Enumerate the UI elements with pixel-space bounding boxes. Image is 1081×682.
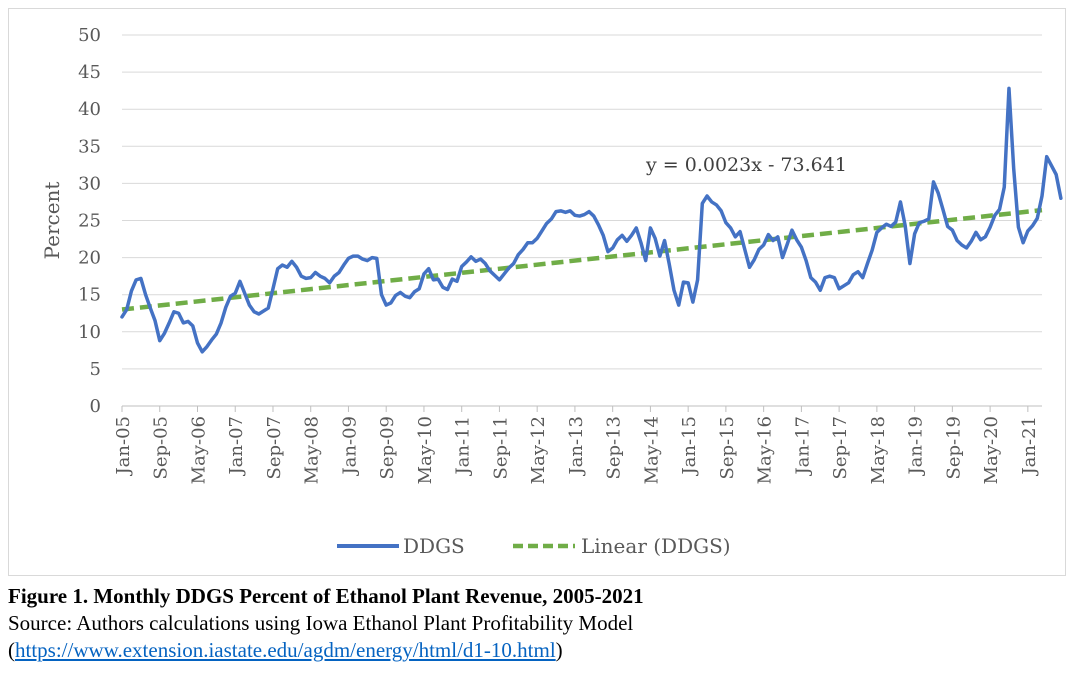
y-tick-label-0: 0 <box>90 396 101 417</box>
x-tick-label-May-18: May-18 <box>868 416 889 484</box>
x-tick-label-Jan-11: Jan-11 <box>453 416 474 477</box>
y-tick-label-10: 10 <box>78 322 101 343</box>
x-tick-label-Jan-09: Jan-09 <box>339 416 360 477</box>
x-tick-label-Jan-07: Jan-07 <box>226 416 247 477</box>
y-tick-label-35: 35 <box>78 136 101 157</box>
link-close-paren: ) <box>555 638 563 662</box>
x-tick-label-May-06: May-06 <box>188 416 209 484</box>
y-tick-label-40: 40 <box>78 99 101 120</box>
y-axis-title: Percent <box>40 182 64 260</box>
x-tick-label-Jan-19: Jan-19 <box>906 416 927 477</box>
caption-link-line: (https://www.extension.iastate.edu/agdm/… <box>8 637 1073 664</box>
y-tick-label-25: 25 <box>78 211 101 232</box>
y-tick-label-45: 45 <box>78 62 101 83</box>
line-chart: 0 5 10 15 20 25 30 35 40 45 50 Jan-05 Sep-05 May-06 Ja… <box>40 25 1063 558</box>
source-link[interactable]: https://www.extension.iastate.edu/agdm/e… <box>15 638 556 662</box>
legend-label-linear: Linear (DDGS) <box>581 534 731 558</box>
x-tick-label-May-12: May-12 <box>528 416 549 484</box>
x-tick-label-Sep-13: Sep-13 <box>604 416 625 480</box>
x-tick-label-Jan-05: Jan-05 <box>113 416 134 477</box>
x-tick-label-Sep-17: Sep-17 <box>830 416 851 480</box>
x-tick-label-Sep-11: Sep-11 <box>490 416 511 480</box>
legend-label-ddgs: DDGS <box>403 534 465 558</box>
x-tick-label-Sep-07: Sep-07 <box>264 416 285 480</box>
y-tick-label-50: 50 <box>78 25 101 46</box>
x-tick-label-May-10: May-10 <box>415 416 436 484</box>
x-tick-label-May-14: May-14 <box>641 416 662 484</box>
y-tick-label-5: 5 <box>90 359 101 380</box>
caption-source: Source: Authors calculations using Iowa … <box>8 611 634 635</box>
y-tick-label-20: 20 <box>78 248 101 269</box>
chart-frame: 0 5 10 15 20 25 30 35 40 45 50 Jan-05 Sep-05 May-06 Ja… <box>8 8 1066 576</box>
x-tick-label-Sep-15: Sep-15 <box>717 416 738 480</box>
x-tick-label-Sep-05: Sep-05 <box>151 416 172 480</box>
x-tick-label-Sep-09: Sep-09 <box>377 416 398 480</box>
caption-title: Figure 1. Monthly DDGS Percent of Ethano… <box>8 584 644 608</box>
figure-caption: Figure 1. Monthly DDGS Percent of Ethano… <box>8 583 1073 664</box>
x-tick-label-May-08: May-08 <box>302 416 323 484</box>
trendline-equation: y = 0.0023x - 73.641 <box>645 154 847 176</box>
x-tick-label-Jan-21: Jan-21 <box>1019 416 1040 477</box>
y-tick-label-30: 30 <box>78 173 101 194</box>
x-tick-label-Jan-15: Jan-15 <box>679 416 700 477</box>
link-open-paren: ( <box>8 638 15 662</box>
ddgs-series-line <box>120 86 1063 354</box>
y-tick-label-15: 15 <box>78 285 101 306</box>
trendline <box>121 207 1043 312</box>
x-tick-label-Sep-19: Sep-19 <box>943 416 964 480</box>
x-tick-label-Jan-13: Jan-13 <box>566 416 587 477</box>
x-tick-label-May-20: May-20 <box>981 416 1002 484</box>
x-tick-label-May-16: May-16 <box>755 416 776 484</box>
x-tick-label-Jan-17: Jan-17 <box>792 416 813 477</box>
